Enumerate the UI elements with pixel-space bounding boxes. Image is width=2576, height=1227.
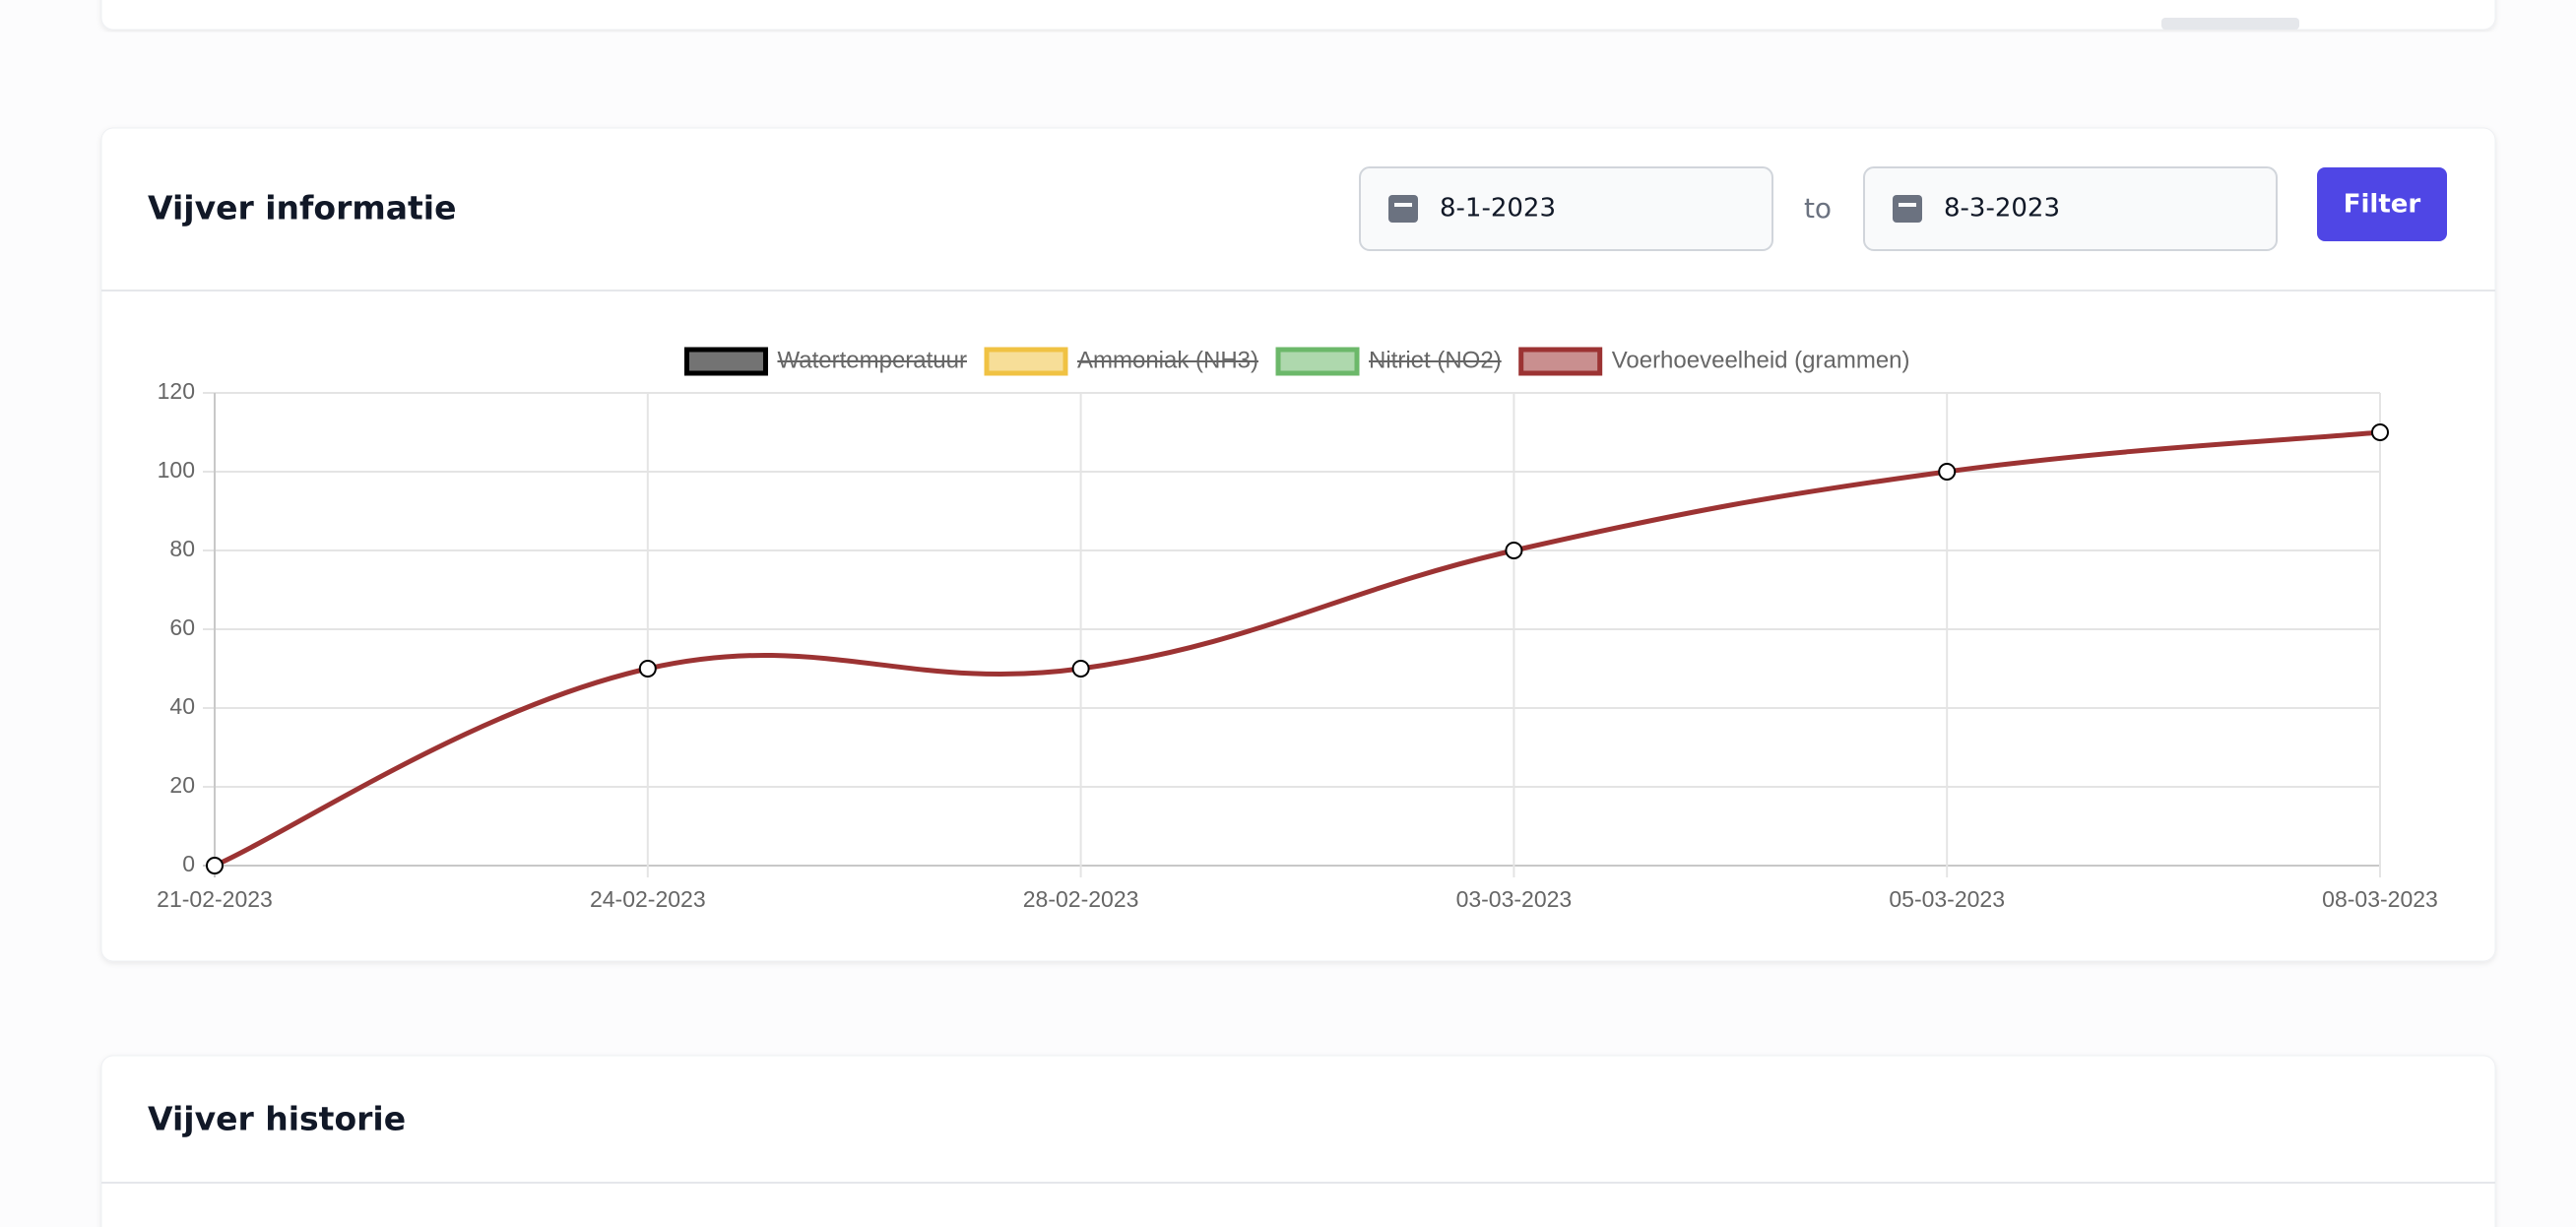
line (213, 429, 2381, 869)
point (638, 660, 657, 678)
card-history (100, 1055, 2496, 1227)
legend-swatch (1275, 347, 1360, 376)
x-tick-label: 05-03-2023 (1889, 886, 2005, 912)
y-tick-label: 20 (169, 772, 195, 798)
legend: Watertemperatuur Ammoniak (NH3) Nitriet (N… (683, 347, 1910, 376)
card-title: Vijver historie (148, 1100, 406, 1138)
date-input[interactable] (1863, 166, 2278, 251)
date-separator: to (1804, 192, 1832, 225)
filter-button-label[interactable]: Filter (2344, 190, 2421, 220)
y-tick-label: 100 (158, 457, 195, 483)
y-tick-label: 60 (169, 614, 195, 640)
point (1938, 463, 1957, 481)
legend-swatch (984, 347, 1068, 376)
legend-label: Watertemperatuur (777, 347, 967, 373)
legend-label: Ammoniak (NH3) (1077, 347, 1258, 373)
calendar-icon-line (1394, 203, 1412, 207)
y-tick-label: 120 (158, 378, 195, 404)
legend-label: Voerhoeveelheid (grammen) (1612, 347, 1910, 373)
legend-swatch (1518, 347, 1603, 376)
date-input[interactable] (1359, 166, 1773, 251)
x-tick-label: 28-02-2023 (1023, 886, 1139, 912)
date-text: 8-1-2023 (1440, 194, 1556, 224)
point (2371, 423, 2389, 441)
x-tick-label: 24-02-2023 (590, 886, 706, 912)
point (1505, 542, 1523, 559)
card-title: Vijver informatie (148, 189, 456, 227)
date-to[interactable]: 8-3-2023 (1863, 166, 2278, 251)
y-tick-label: 80 (169, 536, 195, 561)
date-text: 8-3-2023 (1944, 194, 2060, 224)
card-top (100, 0, 2496, 31)
x-tick-label: 08-03-2023 (2322, 886, 2438, 912)
x-tick-label: 21-02-2023 (157, 886, 273, 912)
x-tick-label: 03-03-2023 (1456, 886, 1573, 912)
chart: 0 20 40 60 80 100 120 21-02-2023 24-02-2023 28-02… (157, 347, 2438, 912)
y-tick-label: 40 (169, 693, 195, 719)
y-tick-label: 0 (182, 851, 195, 876)
legend-label: Nitriet (NO2) (1369, 347, 1502, 373)
point (206, 857, 224, 874)
point (1071, 660, 1090, 678)
calendar-icon-line (1899, 203, 1916, 207)
calendar-icon (1893, 195, 1922, 223)
card-info (100, 127, 2496, 962)
input-edge (2161, 18, 2299, 30)
legend-swatch (683, 347, 768, 376)
filter-button[interactable] (2317, 167, 2447, 241)
date-from[interactable]: 8-1-2023 (1359, 166, 1773, 251)
calendar-icon (1388, 195, 1418, 223)
